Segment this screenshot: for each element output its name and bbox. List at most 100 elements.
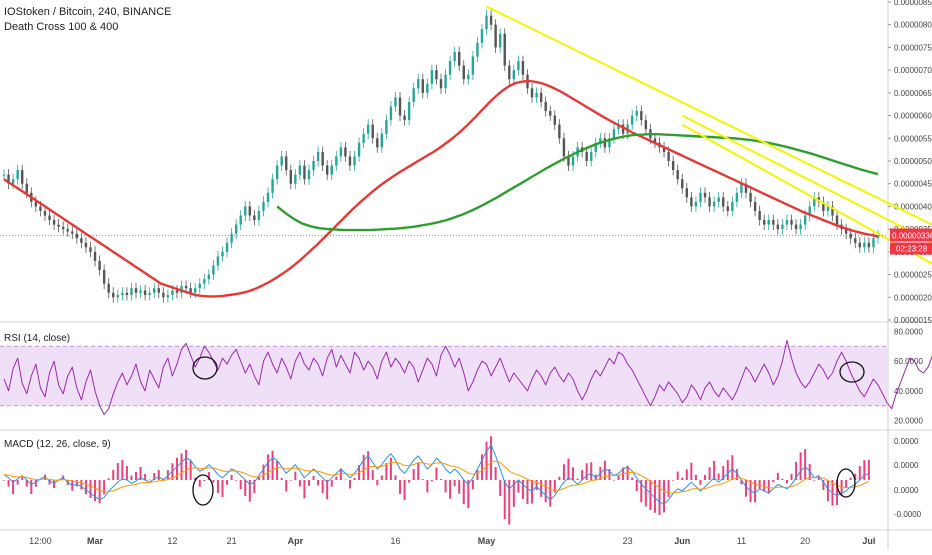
candle-body [803, 215, 807, 225]
candle-body [7, 174, 10, 184]
candle-body [753, 201, 757, 211]
candle-body [34, 201, 38, 207]
candle-body [244, 206, 247, 216]
macd-histogram-bar [763, 480, 766, 492]
macd-histogram-bar [385, 463, 388, 480]
candle-body [667, 151, 670, 161]
macd-histogram-bar [653, 480, 656, 513]
macd-histogram-bar [135, 471, 138, 480]
macd-histogram-bar [84, 480, 87, 495]
macd-histogram-bar [785, 480, 788, 484]
candle-body [385, 120, 388, 134]
candle-body [439, 79, 443, 89]
indicator-title: Death Cross 100 & 400 [4, 21, 119, 33]
candle-body [694, 201, 698, 207]
candle-body [417, 79, 420, 89]
candle-body [184, 285, 188, 289]
countdown-text: 02:23:28 [896, 245, 928, 254]
macd-histogram-bar [189, 460, 192, 480]
macd-histogram-bar [576, 478, 579, 480]
macd-histogram-bar [198, 480, 201, 487]
candle-body [813, 197, 816, 207]
macd-histogram-bar [430, 480, 433, 482]
macd-histogram-bar [421, 479, 424, 480]
candle-body [239, 215, 242, 225]
rsi-tick-label: 40.0000 [894, 387, 923, 396]
candle-body [503, 33, 506, 66]
macd-histogram-bar [230, 475, 233, 480]
time-tick-label: 11 [737, 536, 746, 546]
candle-body [863, 242, 866, 248]
macd-histogram-bar [704, 475, 707, 480]
candle-body [143, 290, 147, 296]
candle-body [25, 183, 28, 193]
macd-histogram-bar [581, 470, 584, 480]
candle-body [203, 279, 206, 284]
candle-body [567, 156, 570, 166]
macd-histogram-bar [367, 451, 370, 480]
macd-histogram-bar [540, 480, 543, 497]
candle-body [549, 111, 552, 116]
macd-histogram-bar [312, 475, 315, 480]
candle-body [681, 179, 684, 189]
candle-body [212, 265, 215, 275]
macd-histogram-bar [317, 480, 320, 486]
signal-line [3, 460, 870, 494]
time-tick-label: 20 [800, 536, 810, 546]
macd-histogram-bar [517, 480, 520, 493]
candle-body [535, 92, 538, 98]
macd-histogram-bar [717, 473, 720, 480]
candle-body [371, 124, 374, 139]
macd-histogram-bar [121, 459, 124, 480]
candle-body [758, 210, 761, 221]
macd-histogram-bar [285, 480, 288, 492]
macd-histogram-bar [107, 478, 110, 480]
macd-histogram-bar [731, 455, 734, 480]
candle-body [671, 161, 675, 171]
candle-body [494, 24, 497, 48]
candle-body [539, 92, 543, 102]
candle-body [662, 147, 666, 152]
candle-body [835, 215, 839, 225]
candle-body [867, 242, 871, 248]
macd-histogram-bar [403, 480, 406, 500]
candle-body [61, 226, 65, 230]
candle-body [298, 165, 302, 175]
macd-histogram-bar [458, 480, 461, 494]
macd-histogram-bar [799, 452, 802, 480]
macd-histogram-bar [585, 463, 588, 480]
candle-body [266, 192, 270, 202]
candle-body [653, 138, 657, 143]
macd-histogram-bar [735, 468, 738, 480]
macd-histogram-bar [849, 477, 852, 480]
macd-histogram-bar [348, 480, 351, 489]
macd-histogram-bar [321, 480, 324, 494]
candle-body [794, 224, 798, 230]
rsi-line [3, 339, 932, 416]
candle-body [612, 129, 616, 139]
macd-histogram-bar [12, 480, 15, 495]
macd-histogram-bar [344, 479, 347, 481]
macd-histogram-bar [553, 480, 556, 493]
candle-body [767, 220, 770, 225]
macd-histogram-bar [139, 466, 142, 480]
macd-histogram-bar [144, 473, 147, 480]
candle-body [43, 210, 47, 216]
candle-body [52, 220, 56, 225]
candle-body [130, 288, 133, 296]
price-badge-text: 0.00000336 [892, 232, 932, 241]
macd-histogram-bar [822, 480, 825, 490]
candle-body [21, 170, 24, 184]
candle-body [826, 206, 830, 211]
candle-body [708, 197, 711, 207]
candle-body [325, 165, 329, 175]
candle-body [380, 133, 384, 148]
macd-histogram-bar [471, 480, 474, 490]
candle-body [435, 70, 438, 80]
macd-histogram-bar [53, 480, 56, 489]
candle-body [690, 197, 693, 207]
